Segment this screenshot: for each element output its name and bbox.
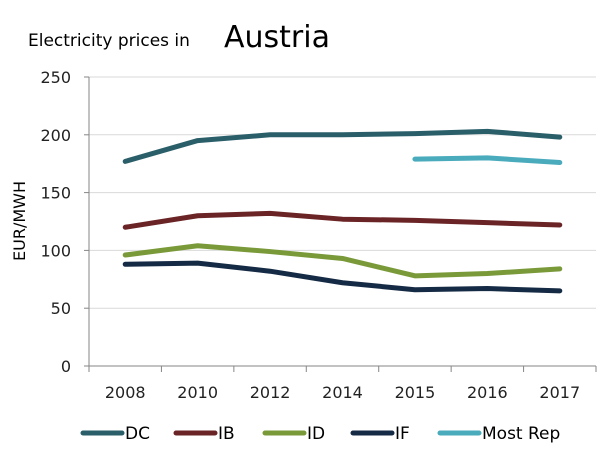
- legend-label-most-rep: Most Rep: [482, 424, 560, 444]
- y-tick-label: 200: [40, 126, 71, 145]
- axes: [84, 76, 597, 372]
- series-line-most-rep: [412, 155, 563, 166]
- y-tick-labels: 0 50 100 150 200 250: [40, 68, 71, 376]
- legend-label-dc: DC: [125, 424, 150, 444]
- x-tick-label-2016: 2016: [467, 383, 508, 402]
- legend-label-ib: IB: [218, 424, 235, 444]
- y-tick-label: 100: [40, 241, 71, 260]
- y-tick-label: 0: [61, 357, 71, 376]
- y-tick-label: 50: [51, 299, 71, 318]
- series-line-if: [122, 260, 563, 294]
- legend: DC IB ID IF Most Rep: [80, 424, 560, 444]
- y-tick-label: 150: [40, 184, 71, 203]
- y-axis-label: EUR/MWH: [10, 181, 29, 261]
- x-tick-label-2010: 2010: [177, 383, 218, 402]
- x-tick-labels: 2008 2010 2012 2014 2015 2016 2017: [105, 383, 580, 402]
- x-tick-label-2015: 2015: [395, 383, 436, 402]
- x-tick-label-2017: 2017: [539, 383, 580, 402]
- legend-item-most-rep: Most Rep: [437, 424, 560, 444]
- y-tick-label: 250: [40, 68, 71, 87]
- chart-title-country: Austria: [224, 20, 330, 55]
- legend-label-if: IF: [395, 424, 410, 444]
- legend-item-ib: IB: [173, 424, 235, 444]
- chart-title-prefix: Electricity prices in: [28, 31, 190, 51]
- legend-item-dc: DC: [80, 424, 150, 444]
- x-tick-label-2012: 2012: [250, 383, 291, 402]
- legend-item-id: ID: [262, 424, 325, 444]
- series-lines: [122, 128, 563, 294]
- legend-label-id: ID: [307, 424, 325, 444]
- series-line-ib: [122, 210, 563, 230]
- x-tick-label-2008: 2008: [105, 383, 146, 402]
- legend-item-if: IF: [350, 424, 410, 444]
- x-tick-label-2014: 2014: [322, 383, 363, 402]
